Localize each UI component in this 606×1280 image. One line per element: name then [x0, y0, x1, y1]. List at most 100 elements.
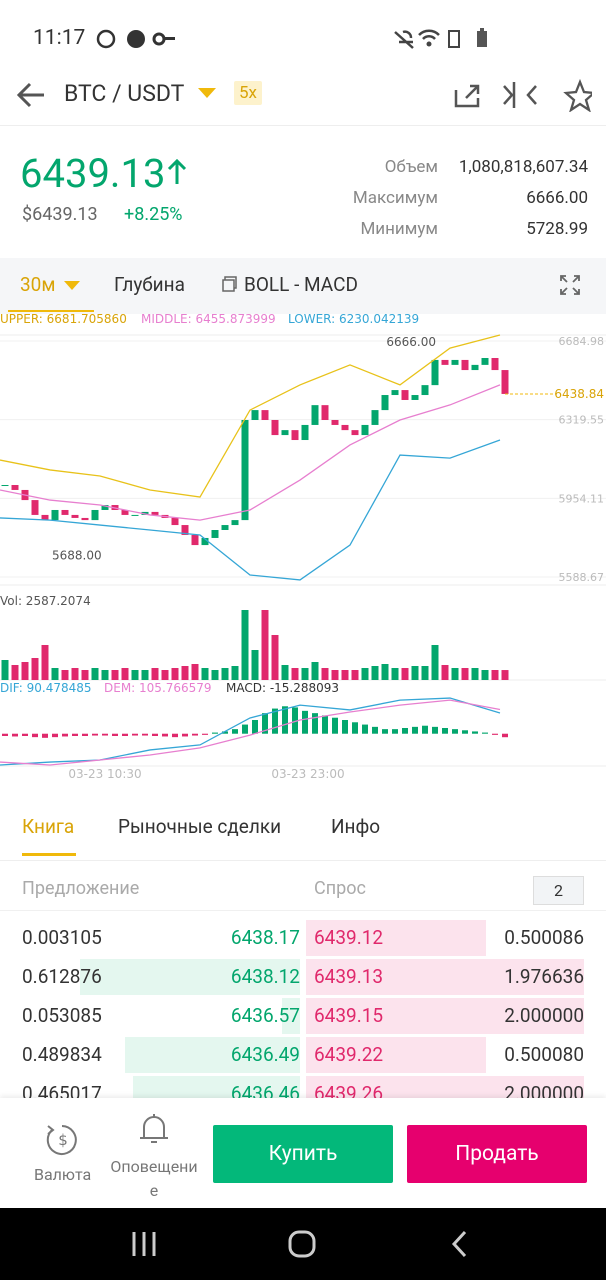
bid-amount: 0.489834: [22, 1043, 102, 1066]
volume-bar: [41, 645, 49, 680]
volume-bar: [491, 670, 499, 680]
currency-label[interactable]: Валюта: [34, 1165, 92, 1184]
stat-value: 6666.00: [526, 188, 588, 208]
candle: [201, 537, 209, 546]
buy-button[interactable]: Купить: [213, 1125, 393, 1183]
macd-bar: [32, 733, 38, 738]
back-button[interactable]: [16, 80, 48, 110]
ask-depth: [306, 920, 486, 956]
ask-amount: 0.500080: [504, 1043, 584, 1066]
volume-label: Vol: 2587.2074: [0, 594, 91, 608]
up-arrow: [167, 158, 187, 184]
divider: [0, 910, 606, 911]
book-tab[interactable]: Рыночные сделки: [118, 815, 282, 838]
volume-bar: [381, 664, 389, 680]
candle: [151, 511, 159, 515]
macd-bar: [272, 708, 278, 734]
candle: [11, 485, 19, 490]
bid-header: Предложение: [22, 878, 140, 899]
pair-dropdown[interactable]: [198, 88, 218, 100]
candle: [501, 370, 509, 394]
precision-select[interactable]: 2: [533, 876, 584, 905]
bid-depth: [80, 959, 300, 995]
bid-price: 6438.12: [230, 965, 300, 988]
volume-bar: [361, 668, 369, 680]
candle: [361, 424, 369, 436]
macd-bar: [92, 733, 98, 736]
indicator-icon: [222, 276, 237, 292]
bid-price: 6438.17: [230, 926, 300, 949]
macd-bar: [462, 730, 468, 734]
stat-label: Минимум: [360, 219, 438, 239]
ask-amount: 0.500086: [504, 926, 584, 949]
macd-bar: [72, 733, 78, 736]
macd-bar: [142, 733, 148, 736]
volume-bar: [61, 670, 69, 680]
status-time: 11:17: [33, 26, 86, 50]
macd-bar: [442, 728, 448, 734]
macd-bar: [162, 733, 168, 737]
volume-bar: [91, 668, 99, 680]
volume-bar: [141, 670, 149, 680]
alert-label[interactable]: Оповещение: [110, 1157, 198, 1200]
header-actions[interactable]: [452, 78, 592, 112]
chart-toolbar: [0, 258, 606, 314]
macd-bar: [152, 733, 158, 736]
candle: [311, 405, 319, 425]
macd-bar: [52, 733, 58, 738]
ask-depth: [306, 998, 584, 1034]
bollinger-lower: [0, 439, 501, 581]
indicators-tab[interactable]: BOLL - MACD: [244, 273, 358, 296]
interval-tab[interactable]: 30м: [20, 273, 56, 296]
bid-price: 6436.49: [230, 1043, 300, 1066]
candle: [281, 430, 289, 436]
macd-legend-dem: DEM: 105.766579: [104, 681, 212, 695]
volume-bar: [161, 670, 169, 680]
macd-bar: [212, 732, 218, 734]
volume-bar: [31, 658, 39, 680]
macd-bar: [292, 707, 298, 734]
sell-button[interactable]: Продать: [407, 1125, 587, 1183]
y-tick-label: 6319.55: [559, 414, 605, 427]
currency-icon[interactable]: $: [46, 1122, 80, 1156]
macd-bar: [42, 733, 48, 738]
volume-bar: [311, 662, 319, 680]
price-change: +8.25%: [124, 204, 183, 225]
macd-bar: [372, 726, 378, 734]
last-price: 6439.13: [20, 150, 166, 197]
macd-bar: [322, 715, 328, 734]
macd-dem: [0, 699, 501, 766]
volume-bar: [281, 665, 289, 680]
candle: [101, 505, 109, 510]
macd-bar: [132, 733, 138, 736]
leverage-badge: 5x: [234, 81, 262, 105]
y-tick-label: 5954.11: [559, 492, 605, 505]
candle: [191, 534, 199, 546]
candle: [61, 509, 69, 515]
volume-bar: [231, 666, 239, 680]
alert-icon[interactable]: [138, 1112, 170, 1146]
book-tab[interactable]: Книга: [22, 815, 75, 838]
macd-bar: [382, 729, 388, 734]
candle: [241, 419, 249, 521]
candle: [51, 509, 59, 521]
book-tab[interactable]: Инфо: [331, 815, 381, 838]
macd-bar: [182, 733, 188, 737]
macd-legend-dif: DIF: 90.478485: [0, 681, 92, 695]
volume-bar: [331, 670, 339, 680]
status-right-icons: [394, 28, 487, 49]
candle: [1, 485, 9, 487]
candle: [491, 358, 499, 371]
fullscreen-button[interactable]: [560, 275, 580, 295]
interval-dropdown[interactable]: [64, 281, 82, 291]
pair-title[interactable]: BTC / USDT: [64, 80, 185, 107]
volume-bar: [151, 668, 159, 680]
macd-bar: [362, 724, 368, 734]
volume-bar: [21, 662, 29, 680]
time-label: 03-23 23:00: [271, 767, 344, 781]
y-tick-label: 6684.98: [559, 335, 605, 348]
candle: [271, 419, 279, 436]
nav-buttons[interactable]: [120, 1226, 480, 1262]
depth-tab[interactable]: Глубина: [114, 273, 185, 296]
